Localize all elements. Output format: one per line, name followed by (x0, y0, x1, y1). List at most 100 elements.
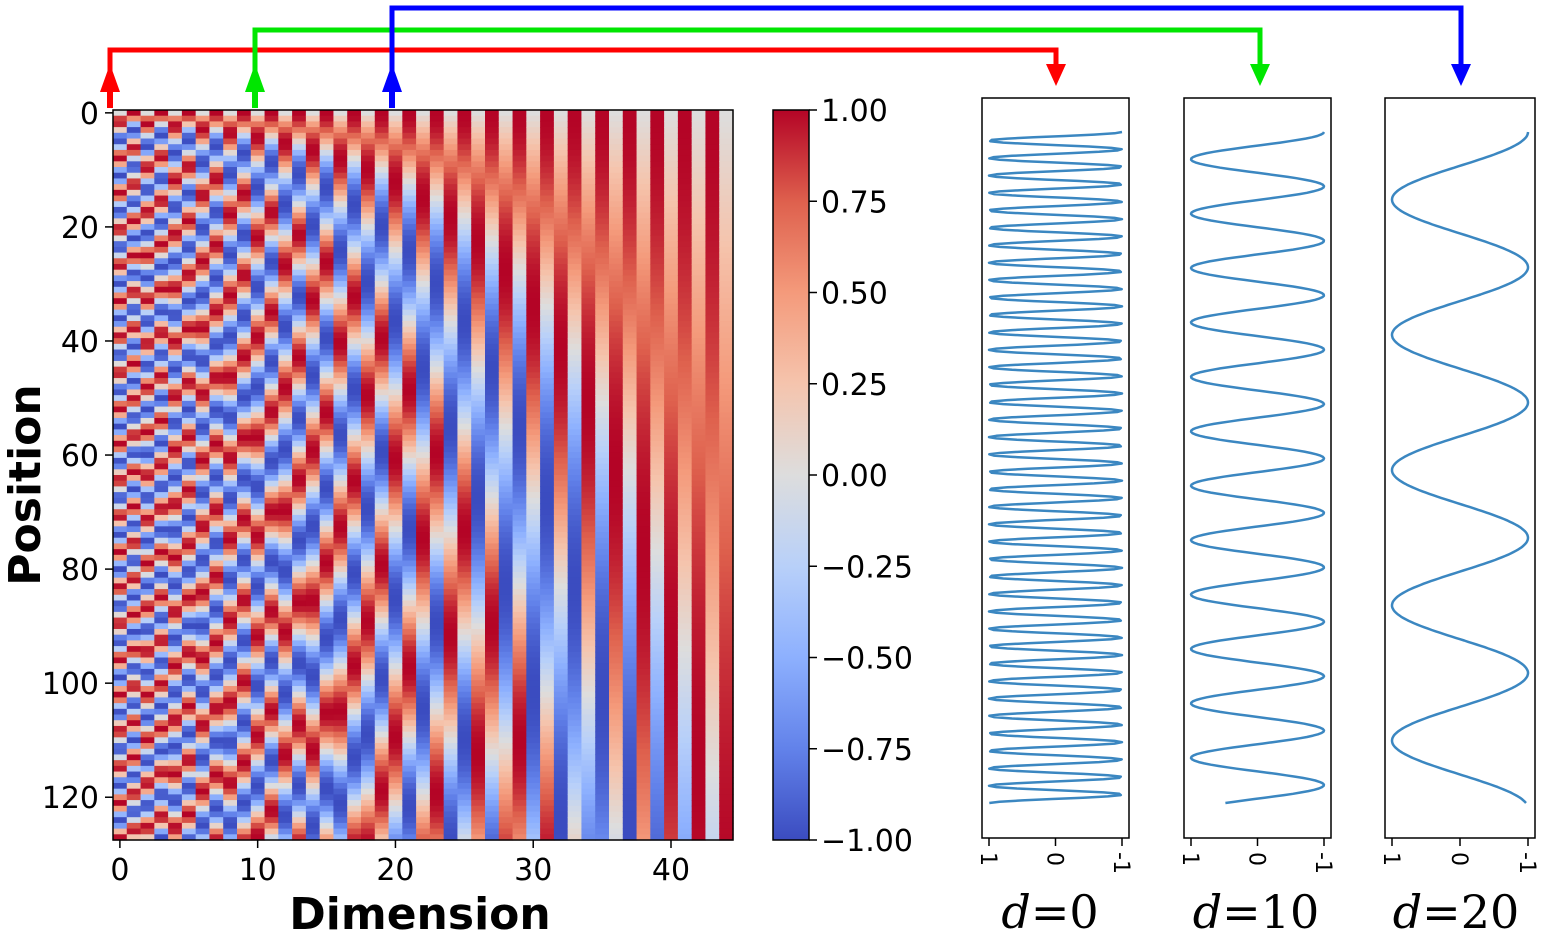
heatmap-cell (471, 400, 486, 408)
heatmap-cell (361, 400, 376, 408)
heatmap-cell (457, 429, 472, 436)
heatmap-cell (485, 115, 500, 122)
heatmap-cell (526, 720, 541, 727)
heatmap-cell (540, 372, 555, 379)
heatmap-cell (498, 161, 514, 168)
heatmap-cell (168, 611, 183, 619)
heatmap-cell (250, 475, 266, 482)
heatmap-cell (305, 149, 321, 157)
heatmap-cell (292, 389, 307, 396)
heatmap-cell (347, 731, 362, 738)
heatmap-cell (209, 383, 224, 391)
heatmap-cell (126, 435, 142, 442)
heatmap-cell (471, 594, 486, 602)
heatmap-cell (540, 657, 555, 664)
heatmap-cell (361, 235, 376, 242)
heatmap-cell (567, 651, 583, 659)
heatmap-cell (457, 748, 472, 756)
heatmap-cell (209, 731, 224, 738)
heatmap-cell (540, 229, 555, 237)
heatmap-cell (292, 520, 307, 527)
heatmap-cell (126, 657, 142, 664)
heatmap-cell (333, 725, 348, 733)
heatmap-cell (609, 560, 624, 567)
heatmap-cell (609, 184, 624, 191)
heatmap-cell (126, 281, 142, 288)
heatmap-cell (292, 657, 307, 664)
heatmap-cell (526, 526, 541, 533)
heatmap-cell (609, 338, 624, 345)
heatmap-cell (471, 423, 486, 430)
heatmap-cell (471, 435, 486, 442)
heatmap-cell (443, 674, 459, 681)
heatmap-cell (250, 127, 266, 134)
heatmap-cell (581, 349, 596, 356)
heatmap-cell (319, 623, 335, 630)
heatmap-cell (567, 617, 583, 624)
heatmap-cell (292, 292, 307, 299)
heatmap-cell (333, 161, 348, 168)
heatmap-cell (636, 657, 651, 664)
heatmap-cell (292, 435, 307, 442)
heatmap-cell (195, 486, 211, 493)
heatmap-cell (278, 457, 293, 465)
heatmap-cell (319, 184, 335, 191)
heatmap-cell (250, 440, 266, 448)
heatmap-cell (526, 714, 541, 721)
heatmap-cell (195, 252, 211, 259)
heatmap-cell (305, 395, 321, 402)
heatmap-cell (140, 760, 155, 767)
heatmap-cell (526, 440, 541, 448)
heatmap-cell (154, 429, 169, 436)
heatmap-cell (181, 423, 197, 430)
heatmap-cell (471, 651, 486, 659)
heatmap-cell (250, 229, 266, 237)
heatmap-cell (333, 383, 348, 391)
heatmap-cell (126, 777, 142, 784)
heatmap-cell (264, 121, 279, 128)
heatmap-cell (319, 737, 335, 744)
heatmap-cell (595, 309, 610, 316)
heatmap-cell (429, 400, 445, 408)
heatmap-cell (319, 537, 335, 545)
heatmap-cell (292, 509, 307, 516)
heatmap-cell (429, 212, 445, 219)
heatmap-cell (292, 172, 307, 180)
heatmap-cell (540, 691, 555, 699)
heatmap-cell (113, 167, 128, 174)
heatmap-cell (416, 218, 431, 225)
heatmap-cell (581, 600, 596, 607)
heatmap-cell (388, 155, 403, 162)
heatmap-cell (553, 646, 569, 653)
heatmap-cell (292, 326, 307, 334)
heatmap-cell (416, 115, 431, 122)
heatmap-cell (526, 725, 541, 733)
heatmap-cell (471, 760, 486, 767)
heatmap-cell (402, 446, 417, 453)
heatmap-cell (416, 594, 431, 602)
heatmap-cell (374, 480, 390, 487)
heatmap-cell (388, 349, 403, 356)
heatmap-cell (374, 457, 390, 465)
heatmap-cell (512, 457, 527, 465)
heatmap-cell (347, 258, 362, 265)
heatmap-cell (278, 788, 293, 795)
heatmap-cell (319, 309, 335, 316)
heatmap-cell (195, 360, 211, 368)
heatmap-cell (347, 167, 362, 174)
heatmap-cell (305, 765, 321, 773)
heatmap-cell (333, 680, 348, 687)
heatmap-cell (526, 686, 541, 693)
heatmap-cell (126, 155, 142, 162)
heatmap-cell (278, 628, 293, 636)
heatmap-cell (553, 161, 569, 168)
heatmap-cell (140, 714, 155, 721)
heatmap-cell (319, 366, 335, 373)
heatmap-cell (416, 423, 431, 430)
heatmap-cell (553, 127, 569, 134)
heatmap-cell (223, 167, 238, 174)
heatmap-cell (168, 372, 183, 379)
heatmap-cell (113, 315, 128, 322)
heatmap-cell (319, 686, 335, 693)
heatmap-cell (347, 777, 362, 784)
